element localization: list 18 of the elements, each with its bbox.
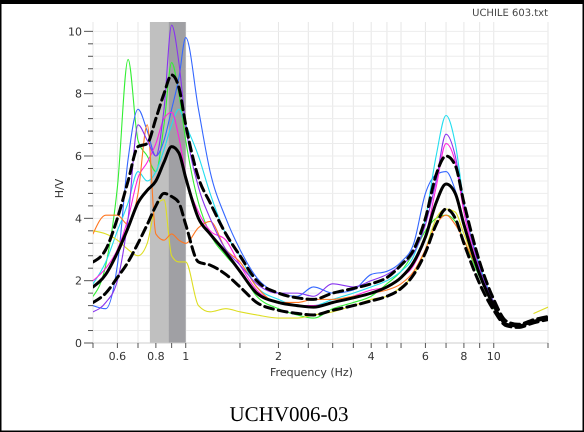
y-tick-label: 8 <box>75 88 82 101</box>
x-tick-label: 0.8 <box>147 350 165 363</box>
y-axis-title: H/V <box>53 178 66 198</box>
text: UCHV006-03 <box>230 402 348 426</box>
x-tick-label: 10 <box>486 350 501 363</box>
x-tick-label: 2 <box>274 350 282 363</box>
x-axis-title: Frequency (Hz) <box>270 366 353 379</box>
x-tick-label: 6 <box>422 350 429 363</box>
y-tick-label: 6 <box>75 150 82 164</box>
x-tick-label: 1 <box>182 350 190 363</box>
y-tick-label: 4 <box>75 212 82 226</box>
y-tick-label: 0 <box>75 337 82 350</box>
y-tick-label: 10 <box>68 25 82 38</box>
x-tick-label: 0.6 <box>108 350 126 363</box>
text: UCHILE 603.txt <box>472 8 548 19</box>
y-tick-label: 2 <box>75 274 82 288</box>
x-tick-label: 8 <box>460 350 468 363</box>
x-tick-label: 4 <box>368 350 375 363</box>
